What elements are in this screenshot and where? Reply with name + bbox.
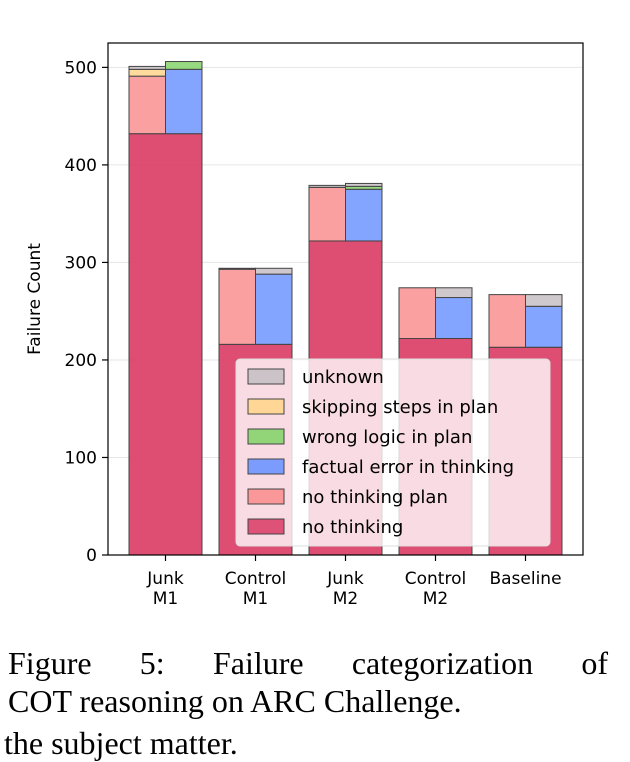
x-tick-label: M1 bbox=[243, 589, 268, 609]
y-tick-label: 0 bbox=[86, 546, 97, 566]
legend-box bbox=[235, 358, 551, 547]
bar-segment-left bbox=[308, 186, 346, 242]
caption-word: 5: bbox=[139, 645, 165, 681]
x-tick-label: M2 bbox=[423, 589, 448, 609]
bar-segment-left bbox=[308, 184, 346, 188]
y-tick-label: 200 bbox=[65, 351, 97, 371]
legend-swatch bbox=[247, 458, 285, 475]
legend-swatch bbox=[247, 518, 285, 535]
bar-segment-right bbox=[165, 61, 203, 70]
caption-line-3: the subject matter. bbox=[4, 725, 238, 761]
y-tick-label: 300 bbox=[65, 253, 97, 273]
x-tick-label: M1 bbox=[153, 589, 178, 609]
legend-swatch bbox=[247, 488, 285, 505]
legend-label: factual error in thinking bbox=[302, 457, 514, 478]
caption-line-1: Figure 5: Failure categorization of bbox=[8, 644, 608, 682]
bar-segment-left bbox=[128, 65, 166, 70]
legend-label: no thinking bbox=[302, 517, 403, 538]
caption-word: Failure bbox=[212, 645, 304, 681]
y-tick-label: 400 bbox=[65, 156, 97, 176]
bar-segment-left bbox=[218, 268, 256, 345]
legend-swatch bbox=[247, 398, 285, 415]
figure-caption: Figure 5: Failure categorization of COT … bbox=[4, 644, 608, 761]
bar-segment-right bbox=[345, 188, 383, 242]
bar-segment-right bbox=[435, 287, 473, 299]
bar-segment-right bbox=[255, 273, 293, 345]
legend-label: unknown bbox=[302, 367, 384, 388]
x-tick-label: Control bbox=[405, 569, 466, 589]
legend-swatch bbox=[247, 368, 285, 385]
bar-no-thinking bbox=[128, 133, 203, 556]
y-tick-label: 100 bbox=[65, 448, 97, 468]
caption-line-2: COT reasoning on ARC Challenge. bbox=[8, 683, 462, 719]
caption-word: categorization bbox=[351, 645, 534, 681]
caption-word: Figure bbox=[8, 645, 92, 681]
bar-segment-right bbox=[345, 182, 383, 187]
bar-segment-left bbox=[398, 287, 436, 339]
x-tick-label: Junk bbox=[146, 569, 184, 589]
bar-segment-right bbox=[435, 297, 473, 339]
x-tick-label: M2 bbox=[333, 589, 358, 609]
bar-segment-right bbox=[165, 68, 203, 135]
x-tick-label: Junk bbox=[326, 569, 364, 589]
caption-word: of bbox=[581, 645, 608, 681]
bar-segment-left bbox=[128, 75, 166, 135]
legend-swatch bbox=[247, 428, 285, 445]
legend-label: wrong logic in plan bbox=[302, 427, 472, 448]
bar-segment-left bbox=[218, 267, 256, 270]
y-axis: 0 100 200 300 400 500 bbox=[65, 58, 108, 566]
bar-segment-left bbox=[128, 68, 166, 77]
legend-label: skipping steps in plan bbox=[302, 397, 498, 418]
bar-segment-right bbox=[525, 294, 563, 307]
x-tick-label: Baseline bbox=[489, 569, 561, 589]
bar-segment-right bbox=[255, 267, 293, 275]
x-tick-label: Control bbox=[225, 569, 286, 589]
legend: unknown skipping steps in plan wrong logic… bbox=[235, 358, 551, 547]
y-axis-label: Failure Count bbox=[25, 243, 45, 355]
legend-label: no thinking plan bbox=[302, 487, 448, 508]
bar-segment-left bbox=[488, 294, 526, 348]
y-tick-label: 500 bbox=[65, 58, 97, 78]
bar-segment-right bbox=[525, 305, 563, 348]
